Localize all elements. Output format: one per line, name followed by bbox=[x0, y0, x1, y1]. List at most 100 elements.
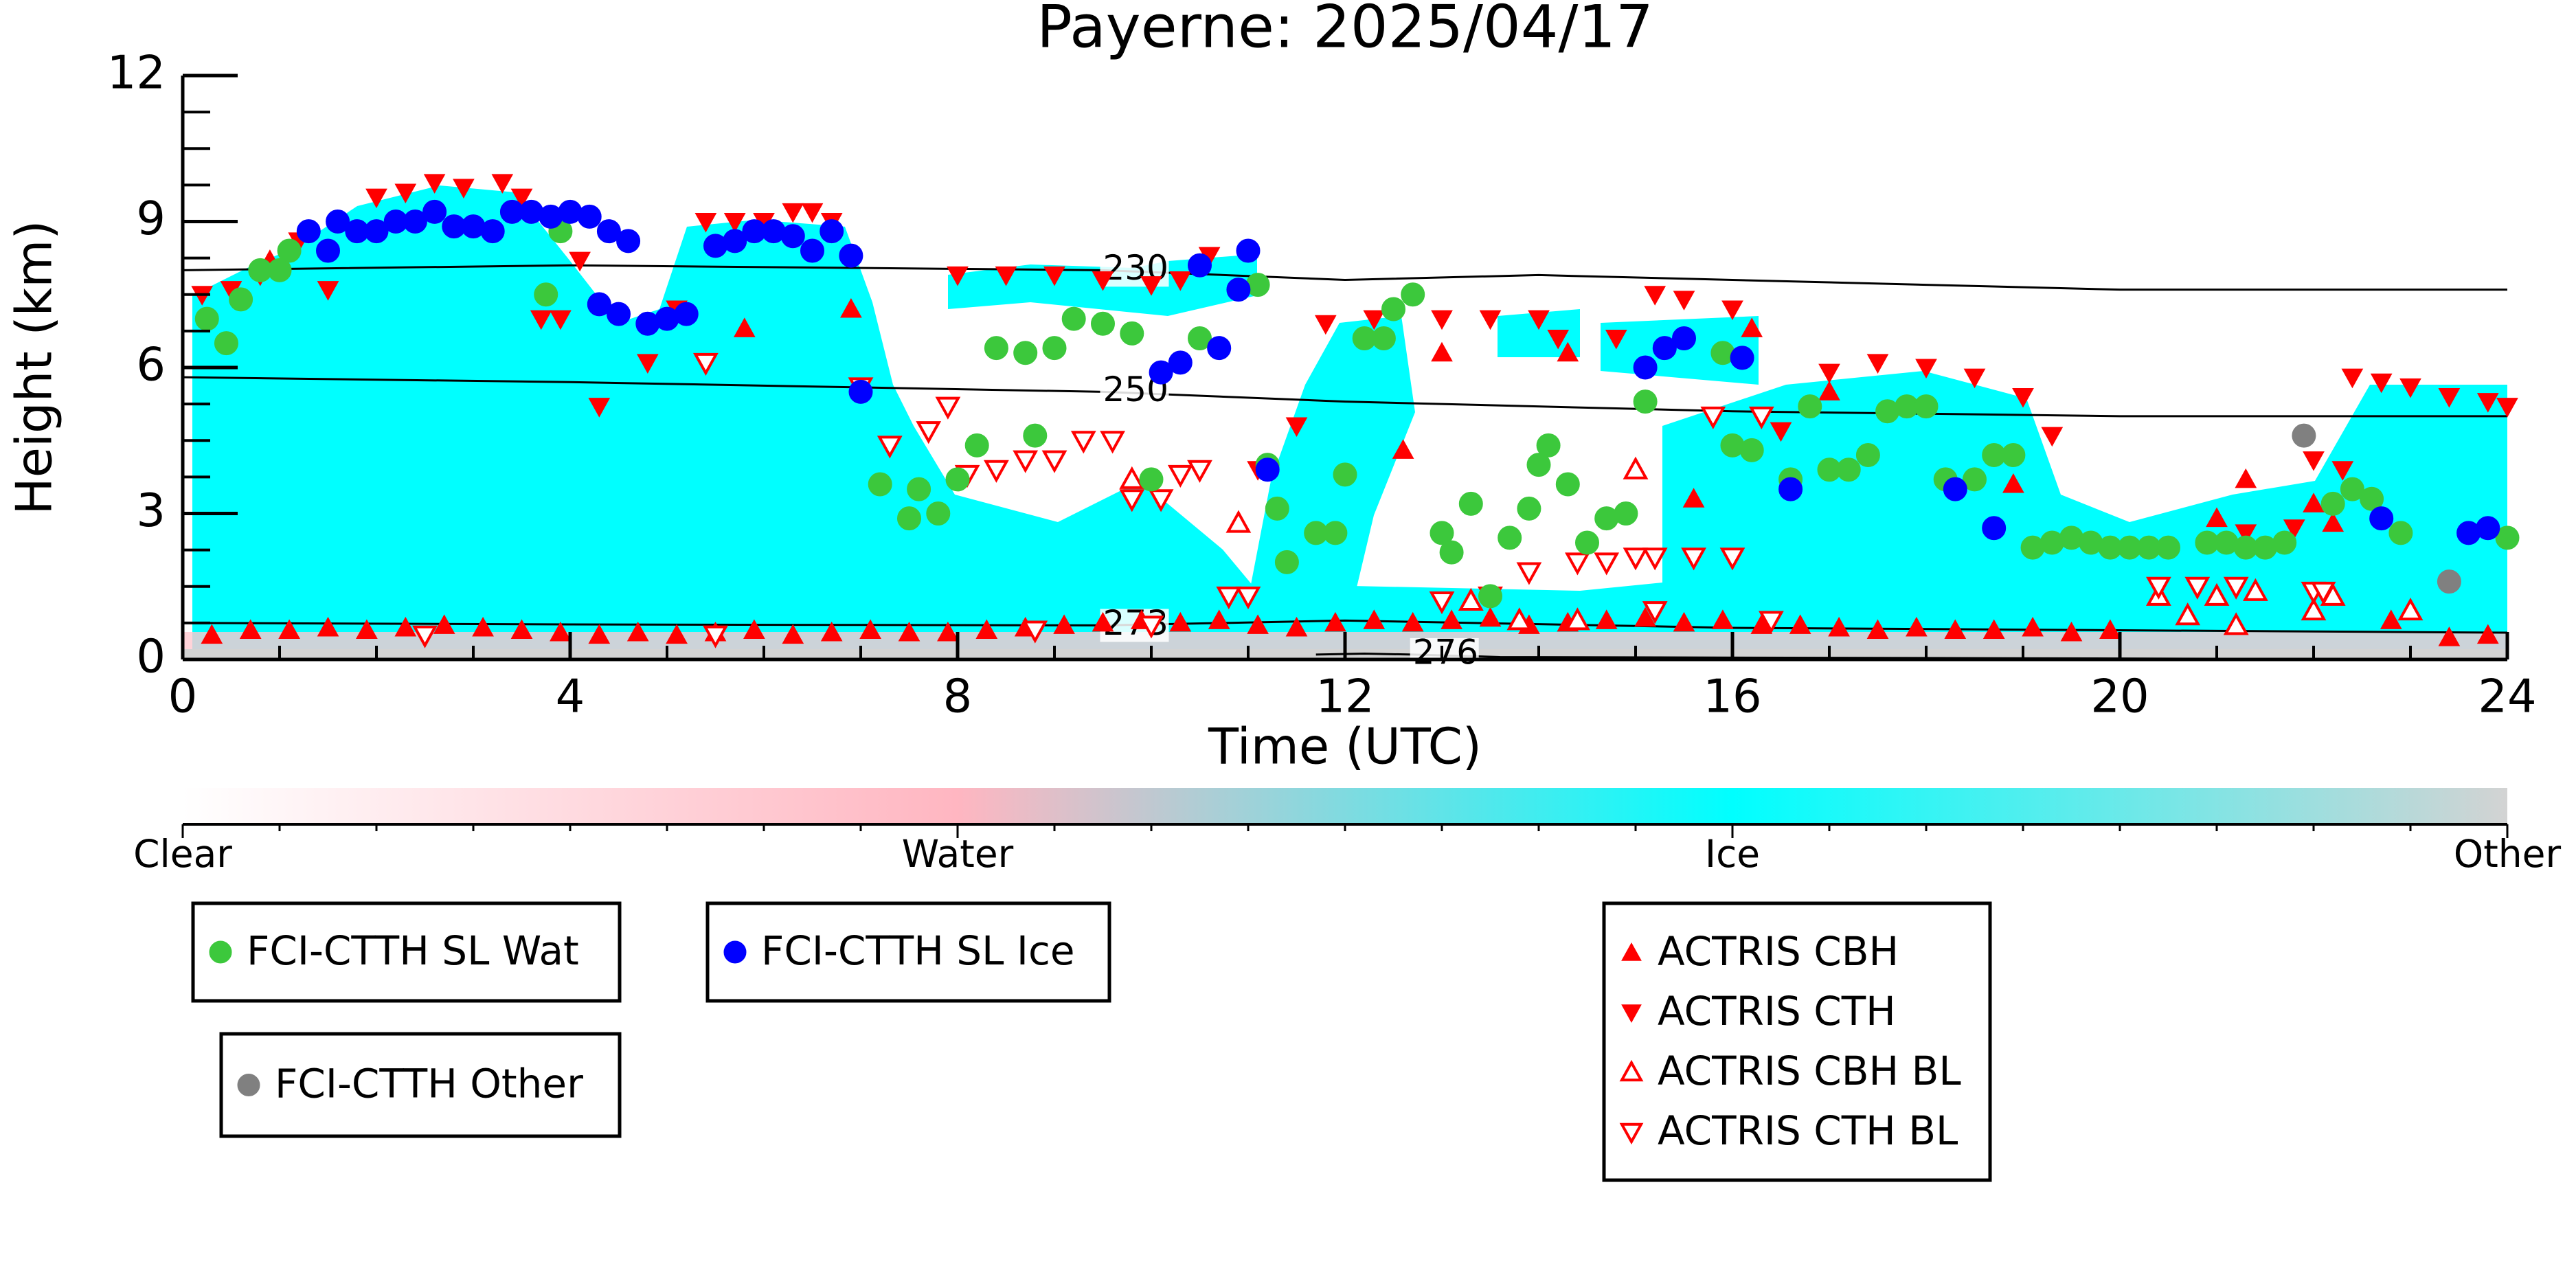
triangle-point bbox=[1401, 611, 1424, 632]
point bbox=[1652, 336, 1677, 361]
point bbox=[1091, 311, 1115, 336]
triangle-point bbox=[1644, 286, 1667, 306]
point bbox=[800, 238, 824, 263]
triangle-point bbox=[394, 616, 417, 637]
point bbox=[1207, 336, 1232, 361]
legend-marker bbox=[237, 1074, 260, 1096]
point bbox=[1188, 326, 1212, 350]
point bbox=[1274, 550, 1299, 574]
triangle-point bbox=[2243, 578, 2268, 601]
point bbox=[2437, 569, 2461, 594]
triangle-point bbox=[1594, 552, 1620, 576]
triangle-point bbox=[898, 622, 920, 642]
triangle-point bbox=[1915, 359, 1937, 379]
triangle-point bbox=[1208, 609, 1230, 629]
triangle-point bbox=[2331, 461, 2354, 481]
triangle-point bbox=[1187, 460, 1212, 483]
point bbox=[1963, 467, 1987, 492]
triangle-point bbox=[1392, 439, 1414, 459]
x-tick-label: 12 bbox=[1315, 670, 1374, 723]
legend: FCI-CTTH SL Wat bbox=[191, 901, 622, 1003]
contour-label-bg bbox=[1410, 637, 1479, 671]
point bbox=[1458, 491, 1483, 516]
point bbox=[1401, 282, 1425, 307]
x-tick-label: 16 bbox=[1703, 670, 1761, 723]
triangle-point bbox=[1681, 547, 1706, 571]
legend-marker bbox=[209, 940, 232, 964]
point bbox=[1855, 443, 1880, 467]
y-tick-label: 3 bbox=[136, 484, 166, 537]
triangle-point bbox=[995, 266, 1017, 286]
triangle-point bbox=[2012, 388, 2034, 408]
point bbox=[945, 467, 970, 492]
triangle-point bbox=[2223, 576, 2249, 600]
triangle-point bbox=[1700, 406, 1726, 429]
point bbox=[1381, 297, 1405, 321]
point bbox=[1536, 433, 1561, 457]
point bbox=[194, 306, 219, 331]
triangle-point bbox=[201, 624, 223, 644]
legend-marker bbox=[723, 940, 747, 964]
point bbox=[897, 506, 921, 531]
triangle-point bbox=[1828, 616, 1850, 637]
triangle-point bbox=[1043, 266, 1065, 286]
triangle-point bbox=[1092, 271, 1114, 291]
legend-marker bbox=[1619, 1059, 1644, 1082]
point bbox=[316, 238, 340, 263]
point bbox=[2476, 516, 2500, 541]
point bbox=[1672, 326, 1696, 350]
point bbox=[480, 219, 505, 244]
point bbox=[780, 224, 805, 249]
point bbox=[422, 199, 447, 224]
triangle-point bbox=[412, 625, 438, 648]
triangle-point bbox=[491, 174, 514, 194]
triangle-point bbox=[743, 619, 765, 639]
legend-marker bbox=[1621, 942, 1642, 961]
point bbox=[1323, 521, 1348, 545]
triangle-point bbox=[1818, 381, 1840, 400]
point bbox=[1226, 278, 1251, 302]
triangle-point bbox=[935, 396, 961, 420]
triangle-point bbox=[840, 297, 862, 318]
point bbox=[723, 229, 747, 253]
triangle-point bbox=[1285, 417, 1308, 438]
point bbox=[229, 287, 253, 312]
triangle-point bbox=[1216, 586, 1242, 610]
triangle-point bbox=[317, 616, 339, 637]
point bbox=[1730, 346, 1754, 370]
triangle-point bbox=[2184, 576, 2211, 600]
triangle-point bbox=[877, 436, 903, 459]
triangle-point bbox=[916, 421, 942, 444]
point bbox=[596, 219, 621, 244]
point bbox=[1498, 526, 1522, 550]
triangle-point bbox=[723, 213, 746, 233]
triangle-point bbox=[1247, 614, 1269, 634]
point bbox=[1517, 496, 1541, 521]
x-axis-label: Time (UTC) bbox=[1208, 718, 1482, 776]
triangle-point bbox=[733, 317, 756, 337]
legend-label: FCI-CTTH SL Ice bbox=[761, 927, 1075, 974]
point bbox=[820, 219, 844, 244]
triangle-point bbox=[1712, 609, 1734, 629]
triangle-point bbox=[1866, 354, 1889, 374]
triangle-point bbox=[1595, 609, 1618, 629]
point bbox=[1430, 521, 1454, 545]
point bbox=[1168, 350, 1193, 375]
triangle-point bbox=[1363, 609, 1386, 629]
point bbox=[1023, 423, 1048, 448]
colorbar bbox=[183, 788, 2507, 824]
triangle-point bbox=[2301, 598, 2327, 621]
triangle-point bbox=[2370, 373, 2393, 394]
point bbox=[1371, 326, 1396, 350]
triangle-point bbox=[820, 622, 843, 642]
triangle-point bbox=[1148, 489, 1174, 512]
triangle-point bbox=[1605, 330, 1627, 350]
point bbox=[2272, 530, 2297, 555]
triangle-point bbox=[1225, 510, 1252, 533]
triangle-point bbox=[2303, 493, 2325, 512]
point bbox=[984, 336, 1008, 361]
triangle-point bbox=[1963, 368, 1986, 389]
point bbox=[1943, 477, 1967, 501]
triangle-point bbox=[423, 174, 446, 194]
